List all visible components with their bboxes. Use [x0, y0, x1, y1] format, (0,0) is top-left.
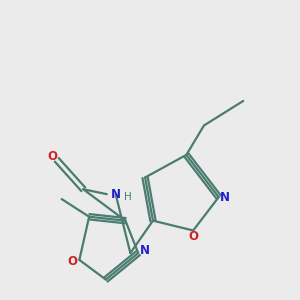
- Text: N: N: [140, 244, 150, 257]
- Text: O: O: [68, 255, 78, 268]
- Text: H: H: [124, 191, 132, 202]
- Text: O: O: [47, 150, 57, 164]
- Text: N: N: [220, 190, 230, 204]
- Text: N: N: [111, 188, 121, 201]
- Text: O: O: [188, 230, 198, 243]
